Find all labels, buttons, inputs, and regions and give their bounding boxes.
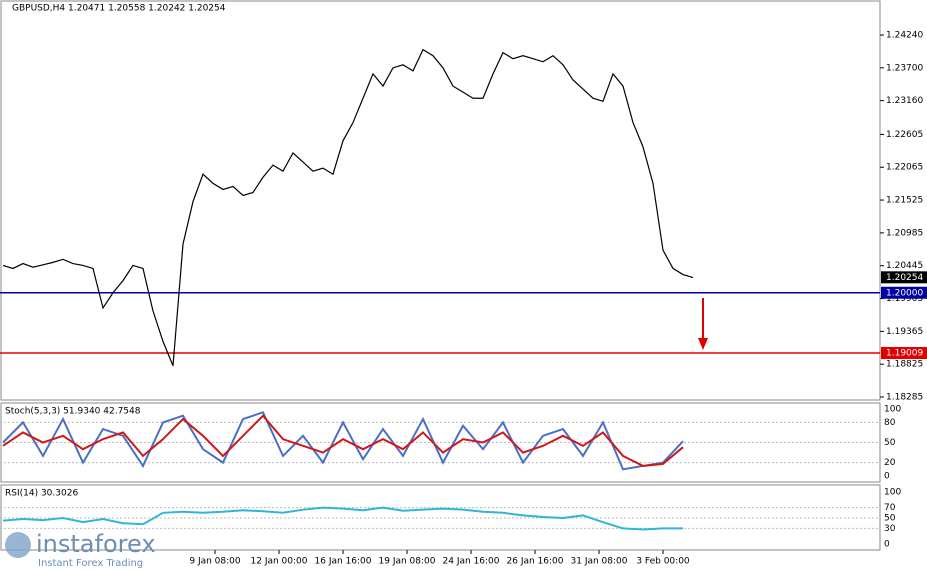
- osc-label: 100: [884, 405, 901, 415]
- rsi-header: RSI(14) 30.3026: [5, 489, 78, 499]
- price-line: [2, 48, 694, 366]
- price-label: 1.22065: [886, 163, 923, 173]
- price-label: 1.22605: [886, 130, 923, 140]
- price-box: [881, 347, 927, 360]
- price-label: 1.19905: [886, 294, 923, 304]
- price-label: 1.24240: [886, 31, 923, 41]
- osc-line: [2, 506, 683, 531]
- osc-label: 50: [884, 438, 896, 448]
- osc-label: 30: [884, 524, 896, 534]
- time-label: 31 Jan 08:00: [571, 557, 628, 567]
- osc-label: 20: [884, 458, 896, 468]
- price-label: 1.23700: [886, 63, 923, 73]
- osc-label: 0: [884, 540, 890, 550]
- osc-line: [2, 414, 684, 467]
- time-label: 9 Jan 08:00: [189, 557, 241, 567]
- time-label: 19 Jan 08:00: [379, 557, 436, 567]
- price-label: 1.18825: [886, 360, 923, 370]
- osc-label: 80: [884, 418, 896, 428]
- logo-name: instaforex: [36, 530, 156, 558]
- price-label: 1.23160: [886, 96, 923, 106]
- price-box-label: 1.20254: [886, 273, 923, 283]
- arrow-head: [698, 338, 708, 350]
- price-label: 1.21525: [886, 196, 923, 206]
- time-label: 24 Jan 16:00: [443, 557, 500, 567]
- time-label: 12 Jan 00:00: [251, 557, 308, 567]
- logo-tagline: Instant Forex Trading: [38, 558, 143, 569]
- osc-label: 0: [884, 472, 890, 482]
- symbol-header: GBPUSD,H4 1.20471 1.20558 1.20242 1.2025…: [12, 4, 226, 14]
- price-label: 1.20445: [886, 261, 923, 271]
- price-label: 1.20985: [886, 228, 923, 238]
- price-label: 1.18285: [886, 393, 923, 403]
- osc-label: 70: [884, 503, 896, 513]
- osc-label: 100: [884, 488, 901, 498]
- price-label: 1.19365: [886, 327, 923, 337]
- osc-label: 50: [884, 514, 896, 524]
- time-label: 3 Feb 00:00: [636, 557, 690, 567]
- price-box-label: 1.20000: [886, 288, 923, 298]
- price-box-label: 1.19009: [886, 349, 923, 359]
- price-box: [881, 286, 927, 299]
- price-box: [881, 271, 927, 284]
- time-label: 16 Jan 16:00: [315, 557, 372, 567]
- time-label: 26 Jan 16:00: [507, 557, 564, 567]
- logo-icon: [5, 532, 31, 558]
- stoch-header: Stoch(5,3,3) 51.9340 42.7548: [5, 407, 141, 417]
